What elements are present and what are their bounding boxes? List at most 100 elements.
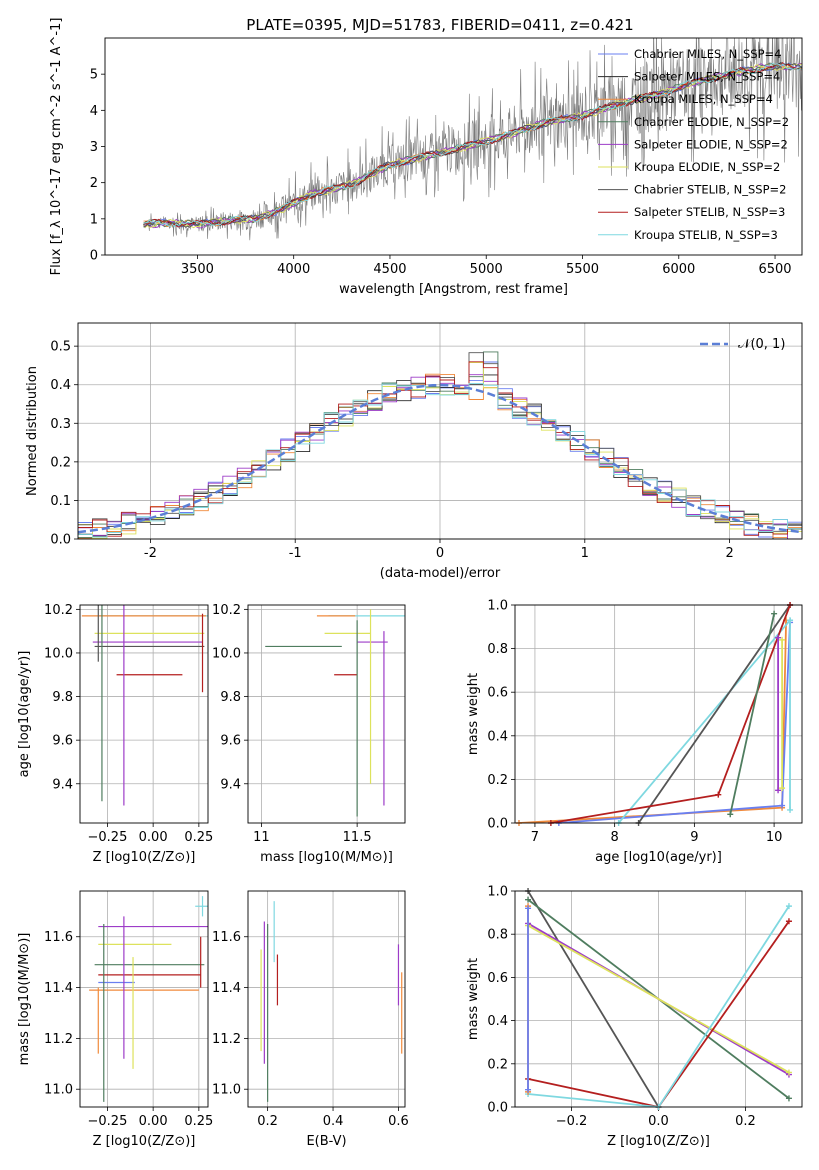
weight-line <box>550 605 791 823</box>
axes-frame <box>104 37 803 256</box>
y-tick-label: 1.0 <box>487 885 508 900</box>
model-line <box>143 62 802 228</box>
x-axis-label: wavelength [Angstrom, rest frame] <box>339 282 568 297</box>
weight-marker <box>787 617 794 624</box>
y-tick-label: 10.0 <box>212 646 241 661</box>
x-tick-label: 5500 <box>566 262 599 277</box>
axes-frame <box>514 890 803 1108</box>
y-tick-label: 0.8 <box>487 928 508 943</box>
normal-curve <box>77 383 803 534</box>
legend-label: Chabrier MILES, N_SSP=4 <box>634 47 781 61</box>
y-tick-label: 9.4 <box>52 777 73 792</box>
y-tick-label: 5 <box>90 68 98 83</box>
model-line <box>143 61 802 228</box>
x-tick-label: 6500 <box>758 262 791 277</box>
y-tick-label: 0.0 <box>487 817 508 832</box>
weight-marker <box>771 610 778 617</box>
x-tick-label: 0.6 <box>388 1114 409 1129</box>
x-tick-label: −0.2 <box>556 1114 588 1129</box>
y-tick-label: 10.0 <box>44 646 73 661</box>
weight-marker <box>775 634 782 641</box>
x-tick-label: −0.25 <box>88 830 128 845</box>
x-tick-label: 2 <box>725 546 733 561</box>
y-tick-label: 11.6 <box>212 930 241 945</box>
weight-marker <box>785 1095 792 1102</box>
x-tick-label: 10 <box>766 830 783 845</box>
y-tick-label: 9.8 <box>52 690 73 705</box>
weight-marker <box>715 791 722 798</box>
weight-marker <box>727 811 734 818</box>
y-tick-label: 9.8 <box>220 690 241 705</box>
y-tick-label: 0 <box>90 249 98 264</box>
x-tick-label: 8 <box>611 830 619 845</box>
y-tick-label: 11.2 <box>212 1032 241 1047</box>
y-axis-label: mass [log10(M/M⊙)] <box>17 933 32 1066</box>
y-tick-label: 0.6 <box>487 971 508 986</box>
y-tick-label: 9.6 <box>220 734 241 749</box>
axes-frame <box>79 604 209 824</box>
legend-label: Chabrier ELODIE, N_SSP=2 <box>634 115 789 129</box>
x-tick-label: 0.25 <box>184 830 213 845</box>
weight-marker <box>775 787 782 794</box>
histogram-step <box>78 383 802 538</box>
y-tick-label: 11.6 <box>44 930 73 945</box>
axes-frame <box>247 890 406 1108</box>
x-tick-label: 4500 <box>373 262 406 277</box>
legend-label: Salpeter STELIB, N_SSP=3 <box>634 205 785 219</box>
x-axis-label: (data-model)/error <box>380 566 501 581</box>
x-tick-label: 4000 <box>277 262 310 277</box>
weight-marker <box>525 905 532 912</box>
weight-line <box>617 617 791 823</box>
y-tick-label: 11.0 <box>212 1083 241 1098</box>
y-axis-label: mass weight <box>466 958 481 1040</box>
axes-frame <box>77 322 803 540</box>
weight-line <box>527 891 660 1107</box>
weight-marker <box>525 896 532 903</box>
x-tick-label: 6000 <box>662 262 695 277</box>
x-tick-label: 5000 <box>470 262 503 277</box>
legend-label: Salpeter MILES, N_SSP=4 <box>634 70 780 84</box>
x-tick-label: 3500 <box>181 262 214 277</box>
y-tick-label: 0.8 <box>487 642 508 657</box>
y-tick-label: 9.4 <box>220 777 241 792</box>
y-tick-label: 10.2 <box>212 603 241 618</box>
y-tick-label: 11.0 <box>44 1083 73 1098</box>
weight-marker <box>785 903 792 910</box>
y-axis-label: Flux [f_λ 10^-17 erg cm^-2 s^-1 A^-1] <box>49 18 64 276</box>
y-axis-label: mass weight <box>466 673 481 755</box>
chart-layer: 3500 4000 4500 5000 5500 6000 6500 0 1 2 3 4 5 wavele… <box>17 18 803 1149</box>
weight-line <box>527 905 790 1107</box>
weight-line <box>527 924 790 1074</box>
legend-label: Kroupa MILES, N_SSP=4 <box>634 92 773 106</box>
y-tick-label: 11.2 <box>44 1032 73 1047</box>
weight-marker <box>779 785 786 792</box>
y-tick-label: 9.6 <box>52 734 73 749</box>
y-tick-label: 4 <box>90 104 98 119</box>
legend-label: Salpeter ELODIE, N_SSP=2 <box>634 137 788 151</box>
y-tick-label: 0.4 <box>487 729 508 744</box>
y-tick-label: 0.0 <box>487 1101 508 1116</box>
x-tick-label: 0.00 <box>139 830 168 845</box>
y-tick-label: 1 <box>90 212 98 227</box>
axes-frame <box>514 604 803 824</box>
x-tick-label: 0.2 <box>735 1114 756 1129</box>
weight-line <box>729 613 775 815</box>
y-axis-label: age [log10(age/yr)] <box>17 651 32 778</box>
x-tick-label: −0.25 <box>88 1114 128 1129</box>
y-tick-label: 0.4 <box>50 378 71 393</box>
weight-line <box>527 920 790 1107</box>
x-axis-label: age [log10(age/yr)] <box>595 850 722 865</box>
y-tick-label: 0.3 <box>50 417 71 432</box>
weight-line <box>558 622 791 823</box>
x-tick-label: 9 <box>690 830 698 845</box>
y-tick-label: 0.2 <box>487 1057 508 1072</box>
legend-label: Kroupa ELODIE, N_SSP=2 <box>634 160 780 174</box>
legend-label: Chabrier STELIB, N_SSP=2 <box>634 183 786 197</box>
weight-marker <box>787 806 794 813</box>
y-tick-label: 0.0 <box>50 533 71 548</box>
y-tick-label: 3 <box>90 140 98 155</box>
weight-line <box>637 605 791 823</box>
y-tick-label: 2 <box>90 176 98 191</box>
x-axis-label: Z [log10(Z/Z⊙)] <box>93 1134 196 1149</box>
